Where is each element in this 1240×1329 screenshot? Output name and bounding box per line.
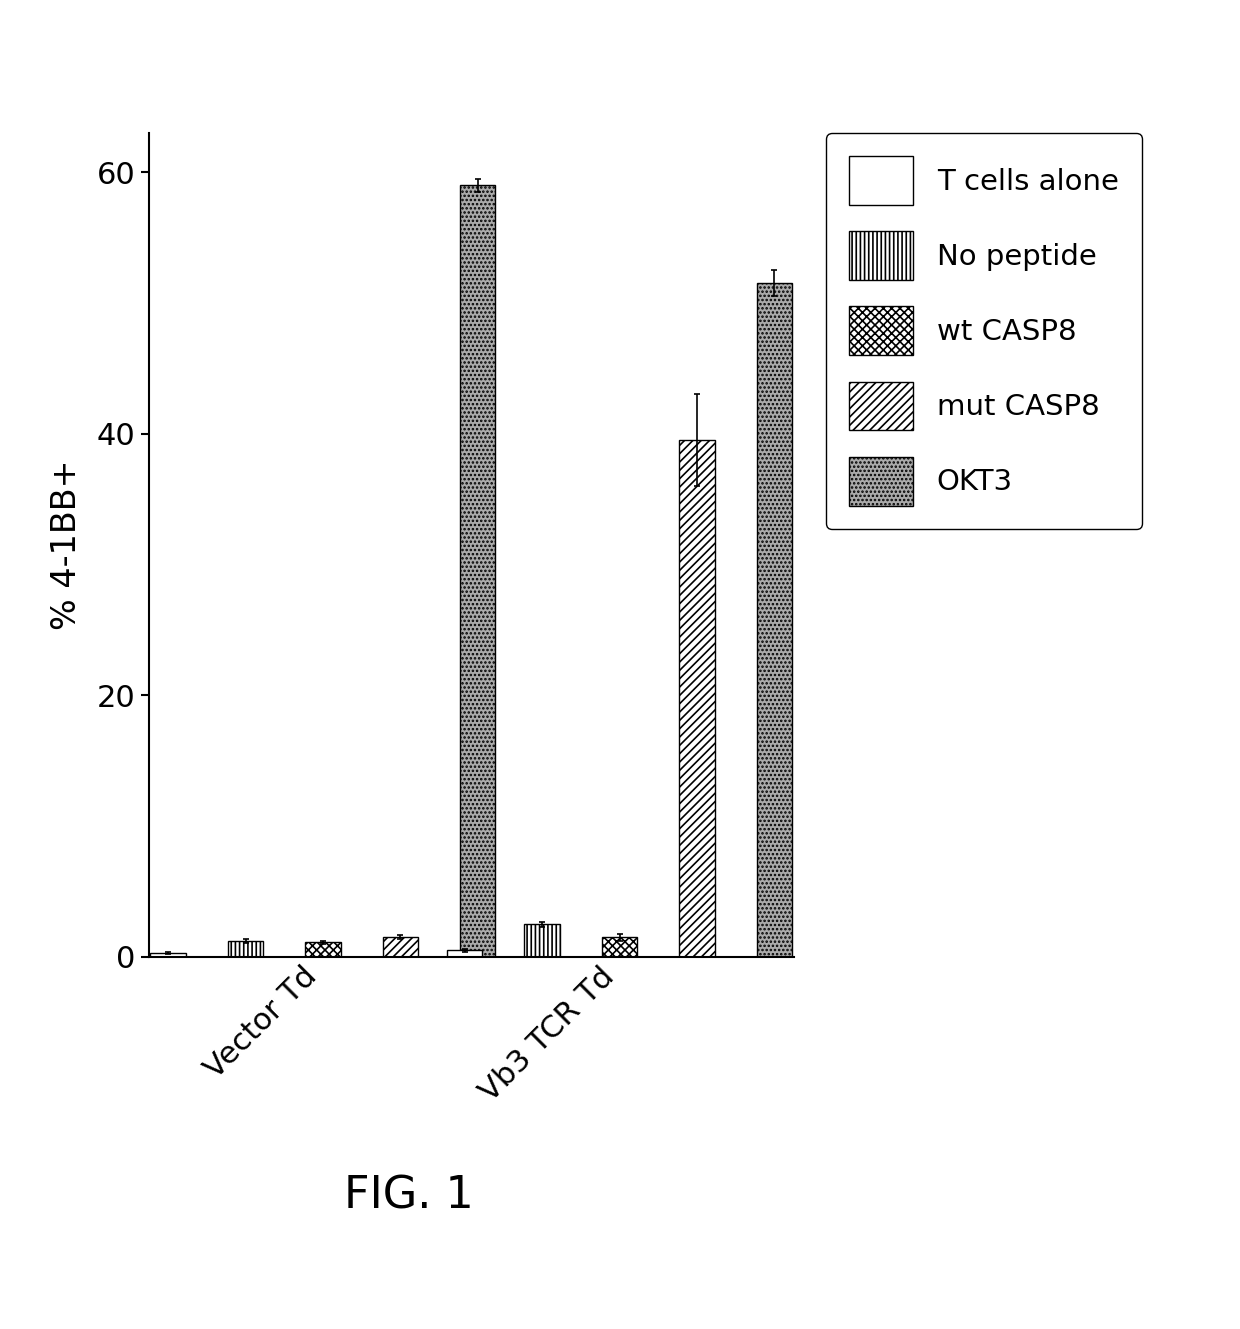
Bar xyxy=(382,937,418,957)
Text: FIG. 1: FIG. 1 xyxy=(345,1175,474,1217)
Bar xyxy=(446,950,482,957)
Bar xyxy=(601,937,637,957)
Legend: T cells alone, No peptide, wt CASP8, mut CASP8, OKT3: T cells alone, No peptide, wt CASP8, mut… xyxy=(826,133,1142,529)
Y-axis label: % 4-1BB+: % 4-1BB+ xyxy=(50,460,83,630)
Bar xyxy=(228,941,263,957)
Bar xyxy=(460,185,496,957)
Bar xyxy=(150,953,186,957)
Bar xyxy=(756,283,792,957)
Bar xyxy=(525,924,560,957)
Bar xyxy=(680,440,714,957)
Bar xyxy=(305,942,341,957)
